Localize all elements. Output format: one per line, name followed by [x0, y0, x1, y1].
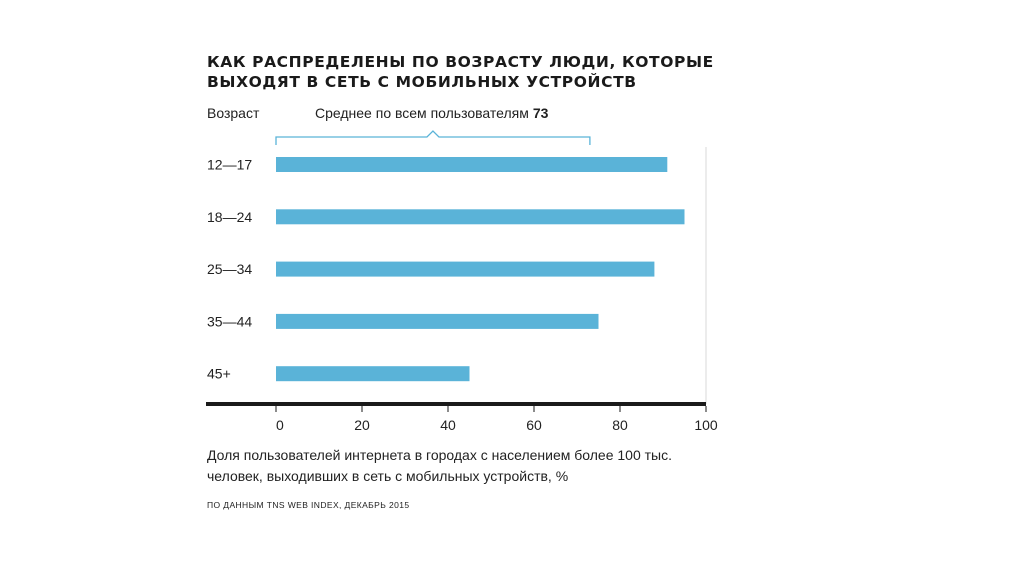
average-bracket	[275, 130, 591, 145]
category-label: 12—17	[207, 157, 252, 173]
x-axis-title: Доля пользователей интернета в городах с…	[207, 445, 727, 487]
y-axis-label: Возраст	[207, 105, 260, 121]
bar-18—24	[276, 209, 685, 225]
x-tick-label: 80	[612, 417, 628, 433]
x-tick-label: 100	[694, 417, 718, 433]
category-label: 18—24	[207, 209, 252, 225]
x-tick-label: 20	[354, 417, 370, 433]
bar-25—34	[276, 261, 655, 277]
average-annotation: Среднее по всем пользователям 73	[315, 105, 548, 121]
average-label: Среднее по всем пользователям	[315, 105, 529, 121]
chart-title-line-1: Как распределены по возрасту люди, котор…	[207, 53, 714, 71]
bar-12—17	[276, 157, 668, 172]
x-axis-title-line-2: человек, выходивших в сеть с мобильных у…	[207, 468, 569, 484]
category-label: 25—34	[207, 261, 252, 277]
bar-45+	[276, 366, 470, 382]
bar-35—44	[276, 313, 599, 329]
source-note: По данным TNS Web Index, декабрь 2015	[207, 500, 410, 510]
x-axis-title-line-1: Доля пользователей интернета в городах с…	[207, 447, 672, 463]
x-tick-label: 60	[526, 417, 542, 433]
category-label: 45+	[207, 366, 231, 382]
x-tick-label: 0	[276, 417, 284, 433]
average-value: 73	[532, 105, 549, 121]
x-tick-label: 40	[440, 417, 456, 433]
category-label: 35—44	[207, 313, 252, 329]
chart-title-line-2: выходят в сеть с мобильных устройств	[207, 73, 637, 91]
chart-title: Как распределены по возрасту люди, котор…	[207, 52, 727, 92]
